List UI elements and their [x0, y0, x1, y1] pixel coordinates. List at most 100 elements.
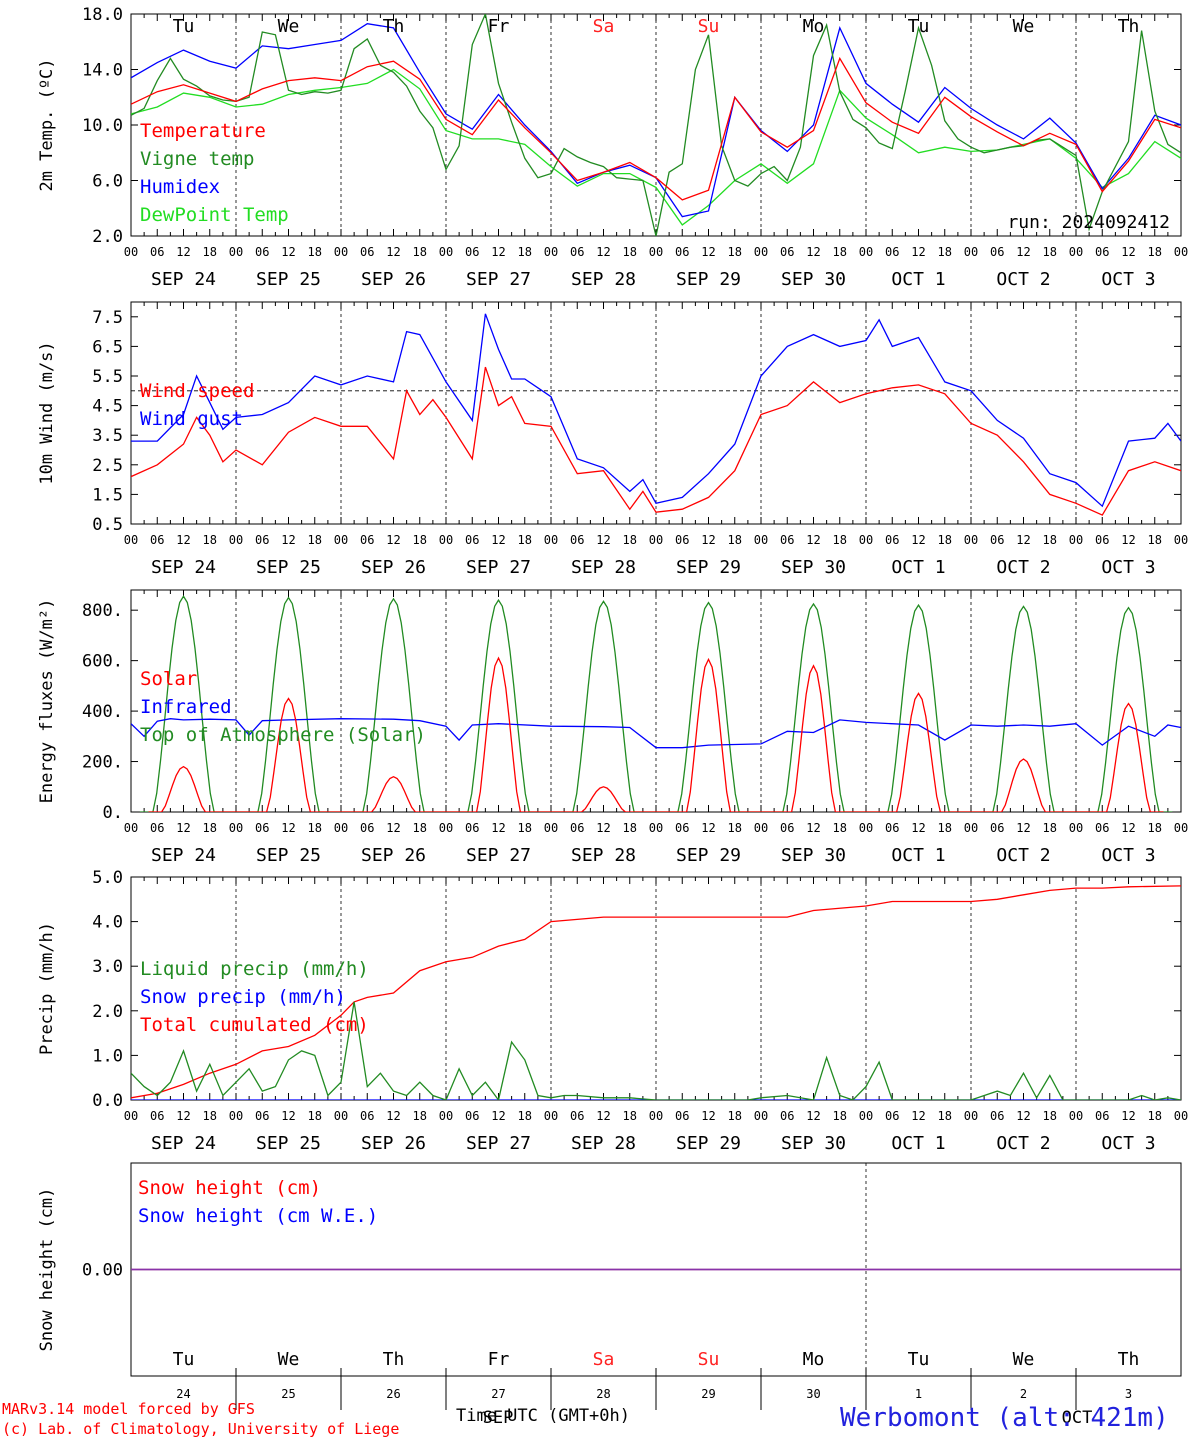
- weekday-label-bottom: Su: [698, 1349, 720, 1370]
- hour-label: 12: [806, 533, 820, 547]
- hour-label: 18: [203, 1109, 217, 1123]
- y-axis-label: 2m Temp. (ºC): [37, 58, 57, 191]
- date-label: OCT 1: [891, 269, 945, 290]
- date-label: OCT 2: [996, 269, 1050, 290]
- date-label: SEP 28: [571, 269, 636, 290]
- hour-label: 18: [1043, 533, 1057, 547]
- hour-label: 18: [413, 533, 427, 547]
- hour-label: 12: [176, 1109, 190, 1123]
- date-label: SEP 30: [781, 1133, 846, 1154]
- hour-label: 18: [1148, 245, 1162, 259]
- month-label-oct: OCT: [1062, 1408, 1093, 1428]
- hour-label: 00: [1069, 533, 1083, 547]
- hour-label: 12: [596, 821, 610, 835]
- y-tick-label: 1.0: [92, 1046, 123, 1066]
- hour-label: 06: [990, 821, 1004, 835]
- hour-label: 12: [1016, 821, 1030, 835]
- legend-infrared: Infrared: [140, 696, 232, 718]
- hour-label: 18: [1043, 821, 1057, 835]
- hour-label: 18: [308, 1109, 322, 1123]
- hour-label: 00: [964, 1109, 978, 1123]
- legend-wind-gust: Wind gust: [140, 408, 243, 430]
- hour-label: 00: [754, 245, 768, 259]
- day-number: 29: [701, 1387, 715, 1401]
- date-label: SEP 29: [676, 557, 741, 578]
- hour-label: 06: [255, 245, 269, 259]
- hour-label: 18: [1148, 1109, 1162, 1123]
- date-label: SEP 26: [361, 845, 426, 866]
- hour-label: 00: [754, 821, 768, 835]
- hour-label: 00: [859, 533, 873, 547]
- date-label: SEP 27: [466, 557, 531, 578]
- hour-label: 18: [203, 533, 217, 547]
- hour-label: 06: [885, 533, 899, 547]
- date-label: SEP 26: [361, 1133, 426, 1154]
- hour-label: 00: [334, 245, 348, 259]
- date-label: SEP 25: [256, 1133, 321, 1154]
- date-label: OCT 2: [996, 557, 1050, 578]
- hour-label: 00: [964, 245, 978, 259]
- weekday-label-bottom: Tu: [908, 1349, 930, 1370]
- hour-label: 00: [439, 533, 453, 547]
- series-line-vigne-temp: [131, 14, 1181, 236]
- date-label: SEP 28: [571, 1133, 636, 1154]
- date-label: SEP 29: [676, 845, 741, 866]
- hour-label: 18: [728, 533, 742, 547]
- hour-label: 06: [360, 821, 374, 835]
- legend-snow-height-cm-: Snow height (cm): [138, 1177, 321, 1199]
- y-tick-label: 6.5: [92, 337, 123, 357]
- hour-label: 18: [308, 533, 322, 547]
- hour-label: 12: [386, 245, 400, 259]
- station-name: Werbomont (alt: 421m): [840, 1403, 1169, 1433]
- series-line-top-of-atmosphere-solar-: [139, 595, 1173, 812]
- day-number: 26: [386, 1387, 400, 1401]
- hour-label: 06: [570, 533, 584, 547]
- hour-label: 06: [150, 245, 164, 259]
- weekday-label-top: Tu: [908, 16, 930, 37]
- date-label: SEP 24: [151, 269, 216, 290]
- legend-vigne-temp: Vigne temp: [140, 148, 254, 170]
- hour-label: 00: [859, 821, 873, 835]
- hour-label: 18: [203, 821, 217, 835]
- series-line-total-cumulated-cm-: [131, 885, 1181, 1099]
- series-line-infrared: [131, 718, 1181, 749]
- hour-label: 18: [1043, 245, 1057, 259]
- hour-label: 12: [596, 533, 610, 547]
- hour-label: 12: [281, 821, 295, 835]
- y-tick-label: 800.: [82, 601, 123, 621]
- hour-label: 00: [649, 1109, 663, 1123]
- hour-label: 06: [465, 821, 479, 835]
- hour-label: 12: [491, 821, 505, 835]
- hour-label: 06: [990, 245, 1004, 259]
- hour-label: 00: [1174, 821, 1188, 835]
- hour-label: 06: [1095, 1109, 1109, 1123]
- hour-label: 18: [518, 533, 532, 547]
- hour-label: 06: [885, 245, 899, 259]
- date-label: OCT 3: [1101, 557, 1155, 578]
- hour-label: 06: [990, 1109, 1004, 1123]
- hour-label: 12: [281, 245, 295, 259]
- hour-label: 12: [1121, 821, 1135, 835]
- date-label: SEP 24: [151, 845, 216, 866]
- hour-label: 06: [990, 533, 1004, 547]
- hour-label: 06: [780, 821, 794, 835]
- y-tick-label: 2.0: [92, 227, 123, 247]
- hour-label: 12: [491, 533, 505, 547]
- hour-label: 12: [1016, 533, 1030, 547]
- hour-label: 06: [885, 1109, 899, 1123]
- hour-label: 12: [701, 245, 715, 259]
- series-line-temperature: [131, 56, 1181, 201]
- date-label: SEP 30: [781, 845, 846, 866]
- date-label: OCT 2: [996, 845, 1050, 866]
- hour-label: 06: [255, 533, 269, 547]
- hour-label: 00: [439, 821, 453, 835]
- hour-label: 00: [754, 533, 768, 547]
- y-axis-label: Precip (mm/h): [37, 922, 57, 1055]
- hour-label: 18: [518, 1109, 532, 1123]
- hour-label: 12: [911, 1109, 925, 1123]
- date-label: SEP 25: [256, 845, 321, 866]
- hour-label: 18: [623, 1109, 637, 1123]
- weekday-label-bottom: Th: [1118, 1349, 1140, 1370]
- legend-temperature: Temperature: [140, 120, 266, 142]
- y-tick-label: 5.0: [92, 868, 123, 888]
